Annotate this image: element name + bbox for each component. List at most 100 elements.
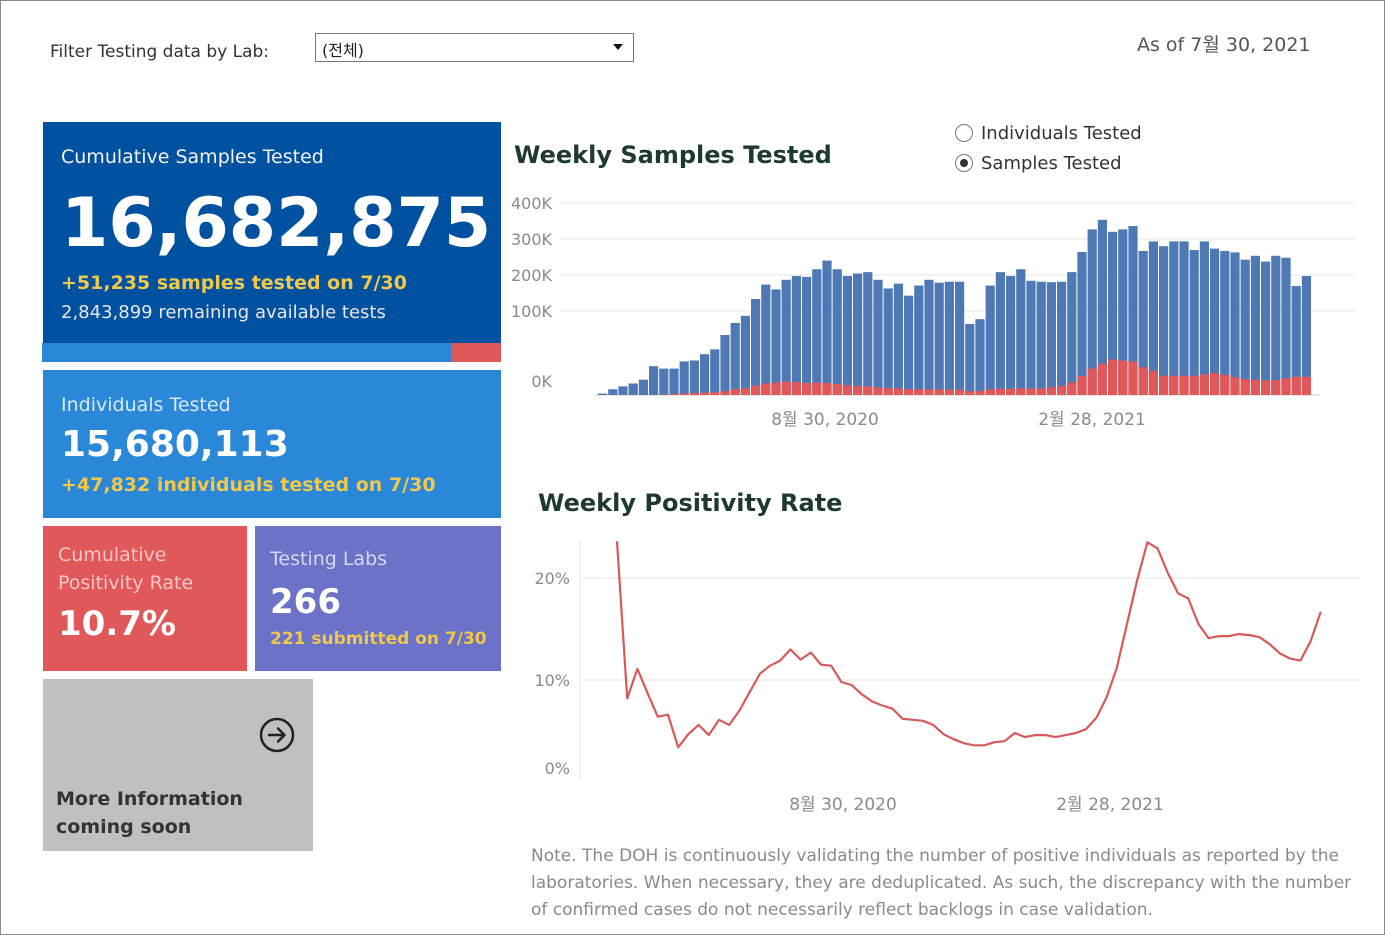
tests-usage-bar <box>42 343 501 362</box>
samples-bar <box>608 389 618 395</box>
tests-remaining-fill <box>451 343 501 362</box>
testing-labs-delta: 221 submitted on 7/30 <box>270 629 487 649</box>
radio-samples-tested[interactable]: Samples Tested <box>955 148 1142 178</box>
positive-bar <box>924 389 934 395</box>
samples-bar <box>1016 269 1026 395</box>
samples-bar <box>904 295 914 395</box>
samples-bar <box>1057 281 1067 395</box>
positivity-rate-card: Cumulative Positivity Rate 10.7% <box>43 526 247 671</box>
individuals-tested-value: 15,680,113 <box>61 424 289 465</box>
cumulative-samples-card: Cumulative Samples Tested 16,682,875 +51… <box>43 122 501 344</box>
positive-bar <box>1261 380 1271 395</box>
positive-bar <box>965 391 975 395</box>
samples-bar <box>740 315 750 395</box>
positive-bar <box>1097 363 1107 395</box>
samples-bar <box>924 279 934 395</box>
positive-bar <box>1006 388 1016 395</box>
radio-circle-icon[interactable] <box>955 154 973 172</box>
positive-bar <box>934 389 944 395</box>
positive-bar <box>1046 387 1056 395</box>
samples-bar <box>1271 255 1281 395</box>
samples-bar <box>761 284 771 395</box>
positive-bar <box>1210 372 1220 395</box>
samples-bar <box>1169 241 1179 395</box>
testing-labs-card: Testing Labs 266 221 submitted on 7/30 <box>255 526 501 671</box>
positive-bar <box>710 392 720 395</box>
positive-bar <box>751 385 761 395</box>
radio-individuals-tested[interactable]: Individuals Tested <box>955 118 1142 148</box>
positive-bar <box>802 383 812 395</box>
positive-bar <box>720 391 730 395</box>
samples-bar <box>1026 280 1036 395</box>
samples-bar <box>1077 251 1087 395</box>
y-tick-label: 300K <box>511 230 553 249</box>
positive-bar <box>1026 388 1036 395</box>
samples-bar <box>1210 248 1220 395</box>
filter-label: Filter Testing data by Lab: <box>50 42 270 62</box>
positive-bar <box>730 389 740 395</box>
samples-bar <box>934 282 944 395</box>
samples-bar <box>659 368 669 395</box>
y-tick-label: 20% <box>534 569 570 588</box>
positive-bar <box>975 391 985 395</box>
samples-bar <box>1087 229 1097 395</box>
y-tick-label: 0K <box>531 372 552 391</box>
positive-bar <box>761 383 771 395</box>
lab-filter-select[interactable]: (전체) <box>315 33 634 62</box>
samples-bar <box>985 285 995 395</box>
chevron-down-icon[interactable] <box>613 44 623 50</box>
testing-labs-value: 266 <box>270 582 341 622</box>
y-tick-label: 100K <box>511 302 553 321</box>
samples-bar <box>1179 241 1189 395</box>
samples-bar <box>618 386 628 395</box>
positive-bar <box>842 385 852 395</box>
arrow-circle-right-icon[interactable] <box>259 717 295 753</box>
y-tick-label: 10% <box>534 671 570 690</box>
samples-bar <box>700 354 710 395</box>
samples-bar <box>1148 241 1158 395</box>
positive-bar <box>904 389 914 395</box>
individuals-tested-delta: +47,832 individuals tested on 7/30 <box>61 474 436 496</box>
x-tick-label: 8월 30, 2020 <box>771 410 879 430</box>
radio-individuals-label: Individuals Tested <box>981 122 1142 144</box>
more-information-card[interactable]: More Information coming soon <box>43 679 313 851</box>
samples-bar <box>914 285 924 395</box>
as-of-date: As of 7월 30, 2021 <box>1137 34 1311 56</box>
positive-bar <box>893 388 903 395</box>
radio-circle-icon[interactable] <box>955 124 973 142</box>
samples-bar <box>1240 259 1250 395</box>
samples-bar <box>1036 281 1046 395</box>
x-tick-label: 2월 28, 2021 <box>1056 795 1164 815</box>
positive-bar <box>1159 375 1169 395</box>
positive-bar <box>1179 375 1189 395</box>
positive-bar <box>1036 388 1046 395</box>
samples-bar <box>730 323 740 395</box>
samples-bar <box>638 379 648 395</box>
positive-bar <box>944 389 954 395</box>
positive-bar <box>679 393 689 395</box>
y-tick-label: 400K <box>511 194 553 213</box>
positive-bar <box>863 386 873 395</box>
x-tick-label: 2월 28, 2021 <box>1038 410 1146 430</box>
positive-bar <box>822 383 832 395</box>
samples-bar <box>751 299 761 395</box>
y-tick-label: 0% <box>545 759 570 778</box>
positive-bar <box>832 383 842 395</box>
samples-bar <box>1250 255 1260 395</box>
positive-bar <box>1128 361 1138 395</box>
positivity-rate-value: 10.7% <box>58 604 176 644</box>
positive-bar <box>1281 378 1291 395</box>
positive-bar <box>1271 380 1281 395</box>
radio-samples-label: Samples Tested <box>981 152 1122 174</box>
samples-bar <box>1220 251 1230 395</box>
samples-bar <box>679 361 689 395</box>
positive-bar <box>1108 359 1118 395</box>
positive-bar <box>1250 379 1260 395</box>
positive-bar <box>883 388 893 395</box>
positive-bar <box>740 388 750 395</box>
samples-bar <box>1159 246 1169 395</box>
lab-filter-value: (전체) <box>322 41 364 60</box>
tests-used-fill <box>42 343 451 362</box>
samples-bar <box>1067 272 1077 395</box>
samples-bar <box>1006 275 1016 395</box>
